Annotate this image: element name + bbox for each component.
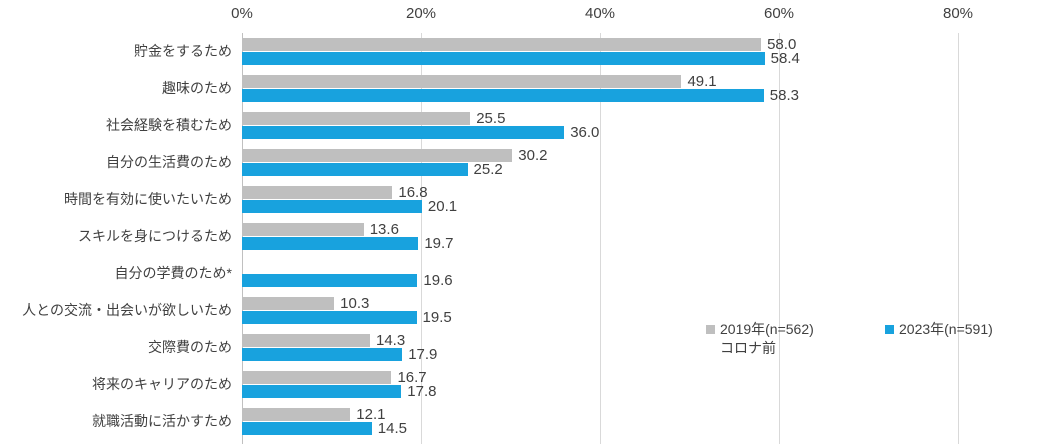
bar-2023 [242,385,402,398]
category-label: 時間を有効に使いたいため [64,191,232,207]
bar-2023 [242,89,764,102]
bar-2019 [242,223,364,236]
category-label: 人との交流・出会いが欲しいため [22,302,232,318]
legend: 2019年(n=562) コロナ前 2023年(n=591) [0,320,1060,370]
value-label-2019: 12.1 [356,405,386,423]
value-label-2023: 19.6 [423,271,453,289]
category-label: 趣味のため [162,80,232,96]
category-label: 交際費のため [148,339,232,355]
chart-row: 時間を有効に使いたいため 16.8 20.1 [0,181,1060,218]
bar-2019 [242,408,351,421]
x-axis-tick-label: 80% [942,5,974,22]
category-label: 貯金をするため [134,43,232,59]
chart-row: 交際費のため 14.3 17.9 [0,329,1060,366]
chart-row: 人との交流・出会いが欲しいため 10.3 19.5 [0,292,1060,329]
value-label-2019: 58.0 [767,35,797,53]
legend-item-2019: 2019年(n=562) コロナ前 [706,320,814,358]
value-label-2023: 17.9 [408,345,438,363]
gridline [779,33,780,444]
bar-2019 [242,186,393,199]
legend-item-2023: 2023年(n=591) [885,320,993,339]
bar-2023 [242,422,372,435]
bar-2019 [242,112,471,125]
category-label: 将来のキャリアのため [92,376,232,392]
legend-marker-2023 [885,325,894,334]
bar-2023 [242,274,418,287]
gridline [421,33,422,444]
value-label-2019: 16.7 [397,368,427,386]
bar-2023 [242,311,417,324]
bar-2019 [242,371,392,384]
value-label-2019: 30.2 [518,146,548,164]
bar-2019 [242,149,513,162]
bar-2023 [242,126,565,139]
category-label: 自分の生活費のため [106,154,232,170]
bar-2019 [242,75,682,88]
chart-row: 社会経験を積むため 25.5 36.0 [0,107,1060,144]
legend-marker-2019 [706,325,715,334]
gridline [958,33,959,444]
value-label-2023: 20.1 [427,197,458,215]
gridline [600,33,601,444]
value-label-2023: 36.0 [570,123,600,141]
bar-2019 [242,38,762,51]
chart-row: 将来のキャリアのため 16.7 17.8 [0,366,1060,403]
value-label-2019: 13.6 [369,220,399,238]
bar-2023 [242,52,765,65]
chart-row: 就職活動に活かすため 12.1 14.5 [0,403,1060,440]
bar-2023 [242,163,468,176]
legend-label-2019: 2019年(n=562) [720,321,814,337]
chart-row: 自分の生活費のため 30.2 25.2 [0,144,1060,181]
category-label: スキルを身につけるため [78,228,232,244]
bar-2023 [242,200,422,213]
value-label-2023: 19.7 [424,234,454,252]
chart-row: 自分の学費のため* 19.6 [0,255,1060,292]
value-label-2019: 25.5 [476,109,506,127]
value-label-2019: 10.3 [340,294,370,312]
value-label-2023: 58.3 [769,86,799,104]
bar-2023 [242,348,403,361]
value-label-2019: 16.8 [398,183,428,201]
value-label-2023: 14.5 [377,419,407,437]
chart-row: スキルを身につけるため 13.6 19.7 [0,218,1060,255]
x-axis-tick-label: 60% [763,5,795,22]
x-axis-tick-label: 0% [231,5,253,22]
value-label-2023: 19.5 [422,308,452,326]
value-label-2019: 49.1 [687,72,717,90]
legend-label-2023: 2023年(n=591) [899,321,993,337]
value-label-2019: 14.3 [375,331,406,349]
chart-row: 趣味のため 49.1 58.3 [0,70,1060,107]
legend-label-2019-line2: コロナ前 [720,340,776,356]
category-label: 自分の学費のため* [114,265,232,281]
value-label-2023: 58.4 [770,49,800,67]
bar-2019 [242,297,335,310]
x-axis-tick-label: 20% [405,5,437,22]
chart-row: 貯金をするため 58.0 58.4 [0,33,1060,70]
bar-2023 [242,237,419,250]
category-label: 社会経験を積むため [106,117,232,133]
value-label-2023: 25.2 [473,160,503,178]
value-label-2023: 17.8 [407,382,437,400]
bar-2019 [242,334,370,347]
category-label: 就職活動に活かすため [92,413,232,429]
x-axis-tick-label: 40% [584,5,616,22]
